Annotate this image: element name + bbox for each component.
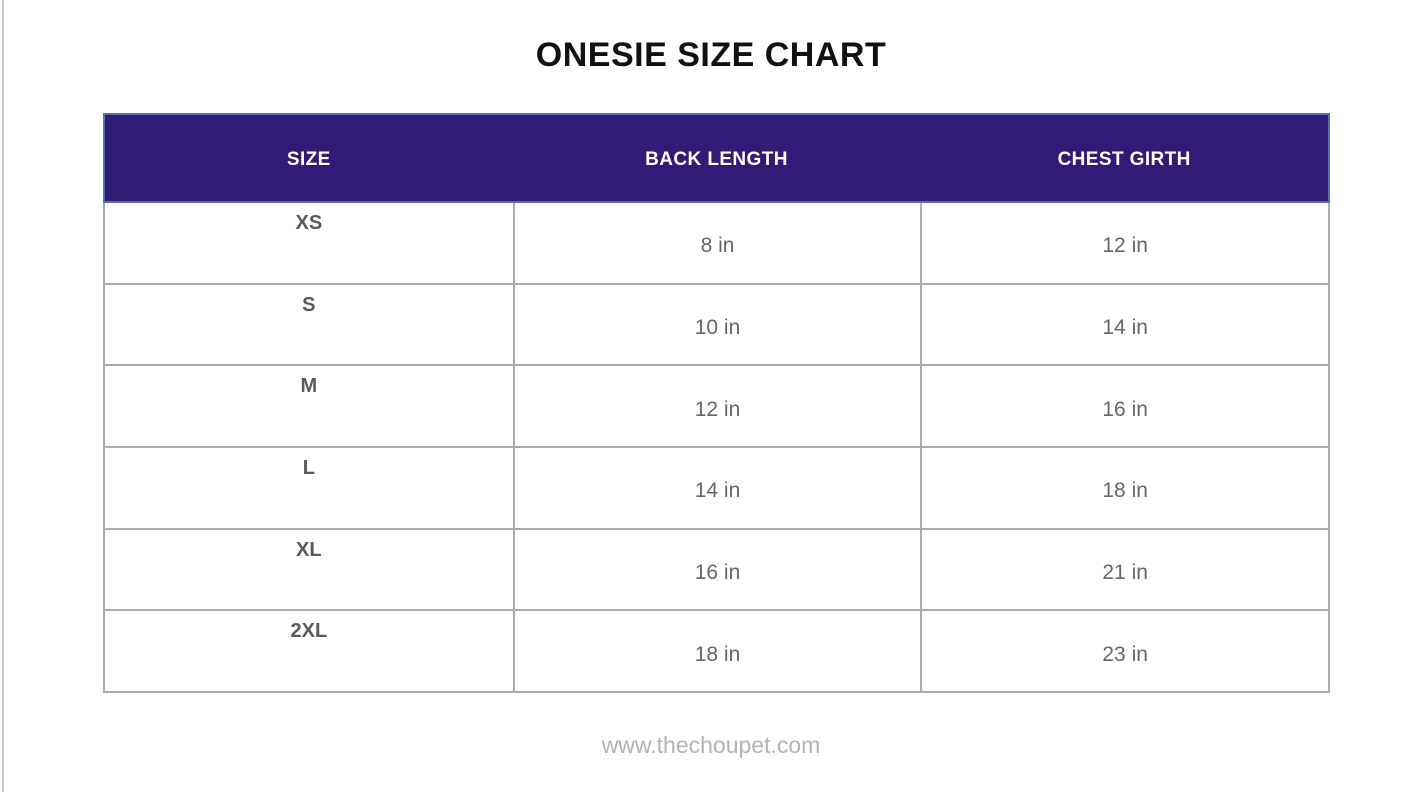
back-length-cell: 8 in (512, 203, 921, 283)
size-cell: XS (295, 212, 323, 234)
back-length-cell: 10 in (512, 284, 921, 365)
table-row-l: L 14 in 18 in (105, 446, 1328, 528)
chest-girth-cell: 12 in (920, 203, 1328, 283)
back-length-cell: 18 in (512, 611, 921, 692)
chest-girth-cell: 16 in (920, 366, 1328, 447)
table-row-m: M 12 in 16 in (105, 364, 1328, 447)
back-length-cell: 14 in (512, 448, 921, 528)
table-row-xs: XS 8 in 12 in (105, 203, 1328, 283)
chest-girth-cell: 14 in (920, 284, 1328, 365)
page-title: ONESIE SIZE CHART (535, 36, 887, 74)
page-edge-line (2, 0, 4, 792)
chest-girth-cell: 23 in (920, 611, 1328, 692)
chest-girth-cell: 18 in (920, 448, 1328, 528)
size-cell: 2XL (290, 620, 328, 643)
size-cell: XL (296, 538, 322, 561)
column-header-size: SIZE (286, 149, 331, 170)
table-row-2xl: 2XL 18 in 23 in (105, 609, 1328, 692)
size-cell: M (300, 375, 318, 398)
column-header-chest-girth: CHEST GIRTH (1057, 149, 1191, 170)
size-cell: S (302, 293, 316, 316)
table-header-row: SIZE BACK LENGTH CHEST GIRTH (103, 113, 1330, 203)
size-cell: L (302, 457, 315, 480)
size-chart-table: SIZE BACK LENGTH CHEST GIRTH XS 8 in 12 … (103, 113, 1330, 693)
table-body: XS 8 in 12 in S 10 in 14 in M 12 in 16 i… (103, 203, 1330, 693)
table-row-s: S 10 in 14 in (105, 282, 1328, 365)
column-header-back-length: BACK LENGTH (645, 149, 788, 170)
table-row-xl: XL 16 in 21 in (105, 527, 1328, 610)
back-length-cell: 16 in (512, 529, 921, 610)
website-url: www.thechoupet.com (601, 732, 821, 758)
chest-girth-cell: 21 in (920, 529, 1328, 610)
back-length-cell: 12 in (512, 366, 921, 447)
